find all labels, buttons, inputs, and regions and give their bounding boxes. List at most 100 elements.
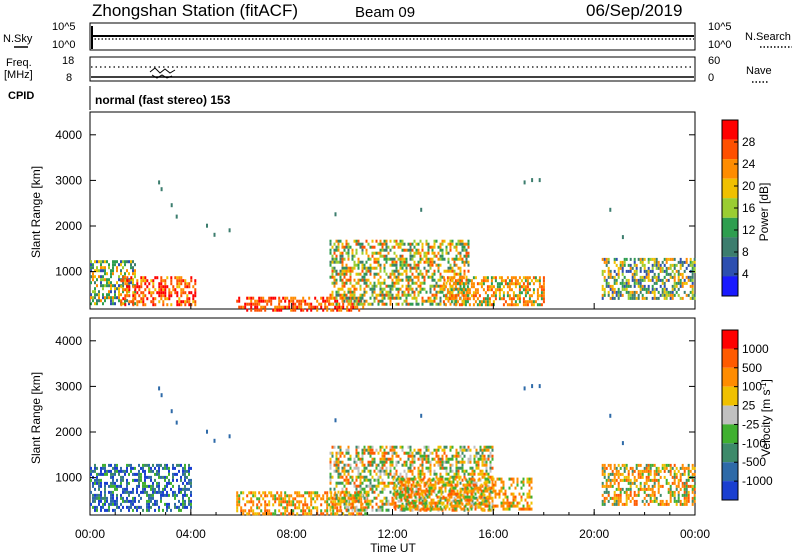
power-point xyxy=(523,180,526,185)
power-cell xyxy=(90,263,92,267)
velocity-cell xyxy=(445,457,448,461)
velocity-cell xyxy=(449,448,452,452)
power-cell xyxy=(341,251,344,255)
power-cell xyxy=(429,284,432,288)
power-cell xyxy=(343,266,346,270)
power-cell xyxy=(371,284,374,288)
power-cell xyxy=(461,293,464,297)
velocity-cell xyxy=(526,501,529,505)
velocity-cell xyxy=(134,499,136,503)
power-cell xyxy=(110,287,112,291)
power-cell xyxy=(441,242,444,246)
velocity-cell xyxy=(341,496,344,500)
power-cell xyxy=(122,276,125,280)
power-cell xyxy=(353,302,356,306)
velocity-cell xyxy=(358,512,361,516)
power-cell xyxy=(389,275,392,279)
velocity-cell xyxy=(379,460,382,464)
velocity-cell xyxy=(683,502,686,506)
power-cell xyxy=(298,302,301,306)
power-cell xyxy=(540,291,543,295)
power-cell xyxy=(653,275,656,279)
velocity-cell xyxy=(421,499,424,503)
velocity-cell xyxy=(619,490,622,494)
velocity-cell xyxy=(643,466,646,470)
velocity-cell xyxy=(665,499,668,503)
velocity-cell xyxy=(421,469,424,473)
power-cell xyxy=(459,272,462,276)
velocity-cell xyxy=(92,469,94,473)
velocity-cell xyxy=(669,490,672,494)
power-cell xyxy=(339,275,342,279)
velocity-cell xyxy=(603,496,606,500)
velocity-cell xyxy=(339,508,342,512)
power-cell xyxy=(355,296,358,300)
velocity-cell xyxy=(643,469,646,473)
velocity-cell xyxy=(338,509,341,513)
velocity-cell xyxy=(419,475,422,479)
power-cell xyxy=(375,284,378,288)
power-cell xyxy=(405,269,408,273)
velocity-cell xyxy=(522,507,525,511)
velocity-cell xyxy=(502,486,505,490)
velocity-cell xyxy=(508,504,511,508)
power-cell xyxy=(258,296,261,300)
velocity-cell xyxy=(351,508,354,512)
velocity-cell xyxy=(128,472,130,476)
velocity-cell xyxy=(419,448,422,452)
power-cell xyxy=(407,293,410,297)
velocity-cell xyxy=(643,484,646,488)
power-cell xyxy=(448,294,451,298)
velocity-cell xyxy=(318,494,321,498)
velocity-cell xyxy=(264,503,267,507)
power-cell xyxy=(691,287,694,291)
power-cell xyxy=(194,303,197,307)
velocity-cell xyxy=(651,463,654,467)
velocity-cell xyxy=(339,499,342,503)
power-cell xyxy=(170,294,173,298)
power-cell xyxy=(534,300,537,304)
velocity-cell xyxy=(512,498,515,502)
velocity-cell xyxy=(445,469,448,473)
velocity-point xyxy=(170,409,173,414)
velocity-cell xyxy=(422,507,425,511)
power-cell xyxy=(371,254,374,258)
velocity-cell xyxy=(355,454,358,458)
power-cell xyxy=(150,279,153,283)
power-cell xyxy=(355,242,358,246)
power-cell xyxy=(381,248,384,252)
power-cell xyxy=(290,296,293,300)
velocity-cell xyxy=(182,466,184,470)
velocity-cell xyxy=(403,460,406,464)
velocity-cell xyxy=(440,489,443,493)
power-cell xyxy=(254,299,257,303)
power-cell xyxy=(158,300,161,304)
power-cell xyxy=(421,242,424,246)
power-cell xyxy=(395,269,398,273)
power-cell xyxy=(373,266,376,270)
velocity-cell xyxy=(441,448,444,452)
power-cell xyxy=(330,308,333,312)
velocity-cell xyxy=(439,475,442,479)
velocity-cell xyxy=(120,496,122,500)
power-cell xyxy=(641,296,644,300)
velocity-cell xyxy=(466,498,469,502)
velocity-cell xyxy=(331,475,334,479)
power-cell xyxy=(417,242,420,246)
velocity-cell xyxy=(284,509,287,513)
power-cell xyxy=(510,300,513,304)
power-cell xyxy=(679,263,682,267)
velocity-cell xyxy=(456,483,459,487)
velocity-cell xyxy=(489,475,492,479)
power-cell xyxy=(671,257,674,261)
velocity-cell xyxy=(487,475,490,479)
velocity-cell xyxy=(156,469,158,473)
power-cell xyxy=(439,257,442,261)
power-cell xyxy=(419,287,422,291)
velocity-cell xyxy=(110,496,112,500)
velocity-cell xyxy=(334,491,337,495)
velocity-cell xyxy=(468,498,471,502)
velocity-cell xyxy=(353,496,356,500)
velocity-cell xyxy=(440,492,443,496)
power-cell xyxy=(120,303,123,307)
